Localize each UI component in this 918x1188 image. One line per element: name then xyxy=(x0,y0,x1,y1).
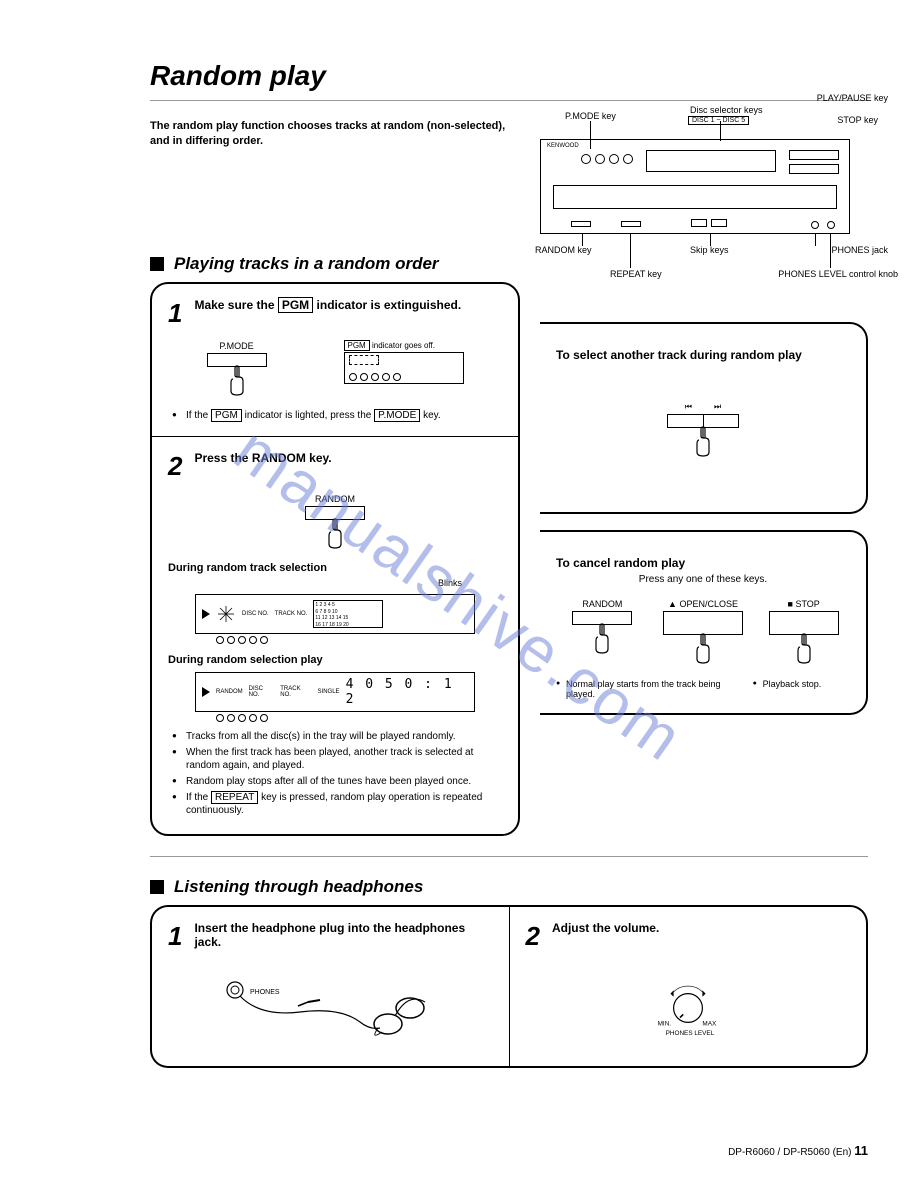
page-number: 11 xyxy=(854,1143,868,1158)
step-num-1: 1 xyxy=(168,298,190,329)
blinks-label: Blinks xyxy=(128,578,462,588)
step-num-2: 2 xyxy=(168,451,190,482)
intro-paragraph: The random play function chooses tracks … xyxy=(150,119,520,234)
hand-icon xyxy=(588,623,616,655)
headphones-icon: PHONES xyxy=(210,962,450,1052)
callout-phones-level: PHONES LEVEL control knob xyxy=(778,269,898,279)
random-burst-icon xyxy=(216,604,236,624)
hp-step-num-1: 1 xyxy=(168,921,190,952)
cancel-open-close-key: ▲ OPEN/CLOSE xyxy=(657,599,750,665)
cancel-random-key: RANDOM xyxy=(556,599,649,665)
volume-knob-icon: MIN. MAX PHONES LEVEL xyxy=(648,982,728,1042)
select-another-track-panel: To select another track during random pl… xyxy=(540,322,868,514)
cancel-keys-row: RANDOM ▲ OPEN/CLOSE ■ STOP xyxy=(556,599,850,665)
select-another-title: To select another track during random pl… xyxy=(556,348,850,362)
callout-repeat: REPEAT key xyxy=(610,269,662,279)
hp-step-num-2: 2 xyxy=(526,921,548,952)
pmode-btn-label: P.MODE xyxy=(219,341,253,351)
list-item: Random play stops after all of the tunes… xyxy=(176,775,502,788)
square-bullet-icon xyxy=(150,880,164,894)
brand-label: KENWOOD xyxy=(547,143,579,149)
cancel-stop-key: ■ STOP xyxy=(757,599,850,665)
step-2-text: Press the RANDOM key. xyxy=(194,451,500,465)
cancel-notes: Normal play starts from the track being … xyxy=(556,679,850,699)
step-1: 1 Make sure the PGM indicator is extingu… xyxy=(168,298,502,422)
page-title: Random play xyxy=(150,60,868,92)
hp-step-1-text: Insert the headphone plug into the headp… xyxy=(194,921,491,949)
section-headphones: Listening through headphones xyxy=(150,877,868,897)
section-playing-random: Playing tracks in a random order xyxy=(150,254,868,274)
hand-icon xyxy=(223,365,251,397)
hand-icon xyxy=(321,518,349,550)
list-item: When the first track has been played, an… xyxy=(176,746,502,772)
footer-model: DP-R6060 / DP-R5060 (En) xyxy=(728,1147,851,1158)
section-heading-text-1: Playing tracks in a random order xyxy=(174,254,439,274)
hand-icon xyxy=(790,633,818,665)
hand-icon xyxy=(689,633,717,665)
display-during-play: RANDOM DISC NO. TRACK NO. SINGLE 4 0 5 0… xyxy=(195,672,475,712)
step-2: 2 Press the RANDOM key. RANDOM During ra… xyxy=(168,451,502,817)
during-play-label: During random selection play xyxy=(168,654,502,666)
svg-text:PHONES LEVEL: PHONES LEVEL xyxy=(665,1030,714,1037)
hand-icon xyxy=(689,426,717,458)
cancel-random-panel: To cancel random play Press any one of t… xyxy=(540,530,868,715)
random-btn-label: RANDOM xyxy=(315,494,355,504)
display-digits: 4 0 5 0 : 1 2 xyxy=(346,677,468,707)
title-rule xyxy=(150,100,868,101)
callout-disc-range: DISC 1 ~ DISC 5 xyxy=(688,117,749,124)
during-selection-label: During random track selection xyxy=(168,562,502,574)
svg-text:MIN.: MIN. xyxy=(657,1021,671,1028)
step1-bullet: If the PGM indicator is lighted, press t… xyxy=(176,409,502,422)
square-bullet-icon xyxy=(150,257,164,271)
hp-step-1-panel: 1 Insert the headphone plug into the hea… xyxy=(150,905,510,1068)
device-outline: KENWOOD xyxy=(540,139,850,234)
svg-text:MAX: MAX xyxy=(702,1021,717,1028)
callout-skip: Skip keys xyxy=(690,245,729,255)
cancel-note-1: Normal play starts from the track being … xyxy=(556,679,741,699)
pmode-key-illus: P.MODE xyxy=(207,341,267,397)
step-1-text: Make sure the PGM indicator is extinguis… xyxy=(194,298,500,312)
cancel-note-2: Playback stop. xyxy=(753,679,850,699)
skip-keys-illus: ⏮⏭ xyxy=(667,402,739,458)
hp-step-2-panel: 2 Adjust the volume. MIN. MAX PHONES LEV… xyxy=(510,905,869,1068)
callout-pmode: P.MODE key xyxy=(565,111,616,121)
callout-random: RANDOM key xyxy=(535,245,592,255)
cancel-subtitle: Press any one of these keys. xyxy=(556,574,850,585)
callout-phones-jack: PHONES jack xyxy=(831,245,888,255)
hp-step-2-text: Adjust the volume. xyxy=(552,921,849,935)
callout-disc-selector: Disc selector keys xyxy=(690,105,763,115)
display-during-selection: DISC NO. TRACK NO. 1 2 3 4 56 7 8 9 1011… xyxy=(195,594,475,634)
random-key-illus: RANDOM xyxy=(305,494,365,550)
callout-stop: STOP key xyxy=(837,115,878,125)
callout-play-pause: PLAY/PAUSE key xyxy=(817,93,888,103)
step2-bullets: Tracks from all the disc(s) in the tray … xyxy=(168,730,502,817)
cancel-title: To cancel random play xyxy=(556,556,850,570)
svg-text:PHONES: PHONES xyxy=(250,989,280,996)
page-footer: DP-R6060 / DP-R5060 (En) 11 xyxy=(728,1143,868,1158)
headphone-panels: 1 Insert the headphone plug into the hea… xyxy=(150,905,868,1084)
device-callout-diagram: P.MODE key Disc selector keys DISC 1 ~ D… xyxy=(540,119,868,234)
list-item: If the REPEAT key is pressed, random pla… xyxy=(176,791,502,817)
display-indicator-illus: PGM indicator goes off. xyxy=(344,341,464,384)
steps-panel: 1 Make sure the PGM indicator is extingu… xyxy=(150,282,520,836)
section-heading-text-2: Listening through headphones xyxy=(174,877,423,897)
list-item: Tracks from all the disc(s) in the tray … xyxy=(176,730,502,743)
